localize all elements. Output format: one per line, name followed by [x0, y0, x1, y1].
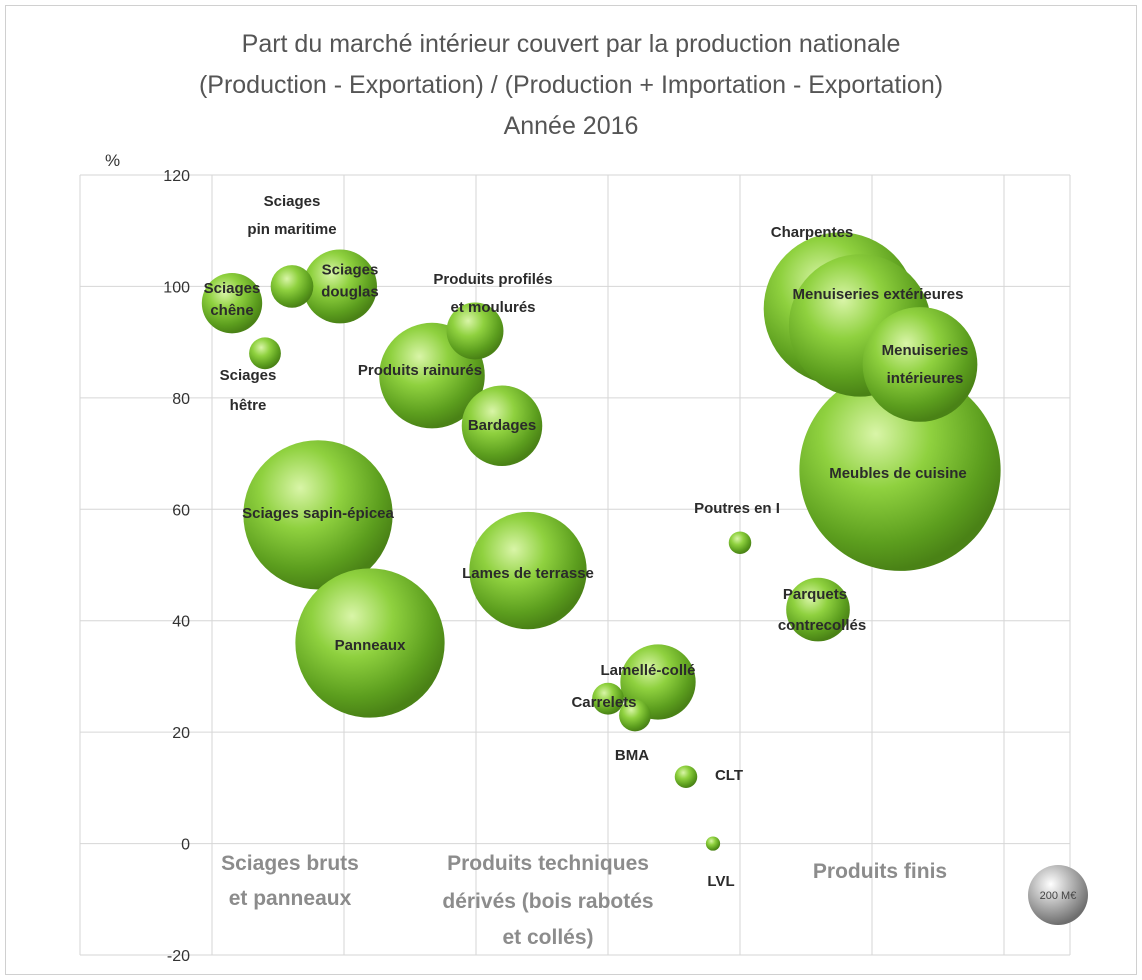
category-group-label: et collés): [502, 926, 593, 949]
bubble-label: Sciages sapin-épicea: [242, 505, 394, 522]
bubble-label: Sciages: [264, 193, 321, 210]
bubble-label: Meubles de cuisine: [829, 465, 967, 482]
bubble-label: Panneaux: [335, 637, 407, 654]
bubble-label: CLT: [715, 767, 743, 784]
bubble-point: [863, 307, 978, 422]
size-legend-label: 200 M€: [1040, 890, 1077, 902]
y-tick-label: 20: [172, 725, 190, 742]
bubble-label: chêne: [210, 302, 253, 319]
y-tick-label: 80: [172, 391, 190, 408]
bubble-label: Sciages: [204, 280, 261, 297]
bubble-label: Produits rainurés: [358, 362, 482, 379]
bubble-label: pin maritime: [247, 221, 336, 238]
bubble-point: [249, 337, 281, 369]
y-axis-unit: %: [105, 151, 120, 170]
y-tick-label: 120: [163, 168, 190, 185]
y-tick-label: -20: [167, 948, 190, 965]
bubble-label: douglas: [321, 283, 379, 300]
category-group-label: dérivés (bois rabotés: [442, 890, 653, 913]
bubble-label: Bardages: [468, 417, 536, 434]
bubble-label: contrecollés: [778, 617, 866, 634]
y-tick-label: 60: [172, 502, 190, 519]
bubble-label: Carrelets: [571, 694, 636, 711]
y-tick-label: 0: [181, 837, 190, 854]
bubble-label: Charpentes: [771, 224, 854, 241]
bubble-label: BMA: [615, 747, 649, 764]
bubble-label: et moulurés: [450, 299, 535, 316]
category-group-label: Produits finis: [813, 860, 947, 883]
bubble-point: [706, 836, 720, 850]
bubble-label: Sciages: [322, 261, 379, 278]
bubble-label: Lames de terrasse: [462, 565, 594, 582]
bubble-point: [271, 265, 314, 308]
category-group-label: Produits techniques: [447, 852, 649, 875]
bubble-label: Lamellé-collé: [600, 662, 695, 679]
y-tick-label: 100: [163, 279, 190, 296]
y-tick-label: 40: [172, 614, 190, 631]
bubble-label: Parquets: [783, 586, 847, 603]
bubble-label: Sciages: [220, 367, 277, 384]
bubble-label: Poutres en I: [694, 500, 780, 517]
bubble-label: hêtre: [230, 397, 267, 414]
bubble-label: LVL: [707, 873, 734, 890]
bubble-point: [675, 765, 698, 788]
bubble-label: Menuiseries: [882, 342, 969, 359]
bubble-label: intérieures: [887, 370, 964, 387]
bubble-label: Produits profilés: [433, 271, 552, 288]
category-group-label: Sciages bruts: [221, 852, 359, 875]
category-group-label: et panneaux: [229, 887, 352, 910]
bubble-point: [729, 531, 752, 554]
bubble-label: Menuiseries extérieures: [793, 286, 964, 303]
